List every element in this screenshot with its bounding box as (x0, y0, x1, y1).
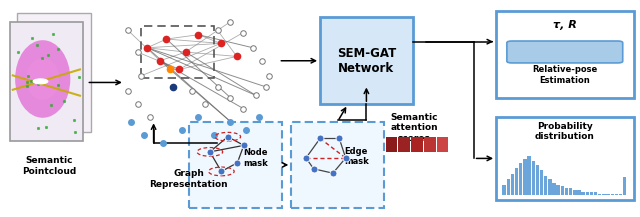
Bar (561, 186, 564, 195)
Bar (590, 192, 593, 195)
Bar (291, 122, 384, 208)
Text: Node
mask: Node mask (243, 148, 268, 168)
Bar (540, 170, 543, 195)
Text: τ, R: τ, R (553, 20, 577, 30)
FancyBboxPatch shape (507, 41, 623, 63)
Bar (557, 184, 560, 195)
Bar (607, 194, 610, 195)
Bar (611, 194, 614, 195)
Bar (436, 137, 448, 152)
Bar (565, 188, 568, 195)
Bar (17, 13, 91, 132)
Bar (573, 190, 577, 195)
Bar (507, 179, 510, 195)
Bar (496, 11, 634, 98)
Bar (569, 188, 572, 195)
Bar (515, 168, 518, 195)
Bar (586, 192, 589, 195)
Bar (519, 163, 522, 195)
Bar (10, 22, 83, 141)
Ellipse shape (15, 40, 70, 118)
Bar (189, 122, 282, 208)
Bar (536, 165, 539, 195)
Bar (619, 194, 622, 195)
Bar (412, 137, 423, 152)
Bar (623, 177, 627, 195)
Text: Semantic
attention
scores: Semantic attention scores (390, 113, 438, 143)
Bar (502, 184, 506, 195)
Bar (511, 174, 514, 195)
Bar (527, 156, 531, 195)
Bar (615, 194, 618, 195)
Bar (594, 192, 597, 195)
Circle shape (33, 79, 48, 84)
Bar (524, 159, 527, 195)
Text: Graph
Representation: Graph Representation (150, 169, 228, 189)
Bar (577, 190, 580, 195)
Bar (320, 17, 413, 104)
Bar (548, 179, 552, 195)
Text: Probability
distribution: Probability distribution (535, 122, 595, 141)
Bar (141, 26, 214, 78)
Bar (424, 137, 435, 152)
Bar (582, 192, 585, 195)
Bar (496, 117, 634, 200)
Text: SEM-GAT
Network: SEM-GAT Network (337, 47, 396, 75)
Bar (544, 176, 547, 195)
Text: Relative-pose
Estimation: Relative-pose Estimation (532, 65, 597, 85)
Bar (531, 161, 535, 195)
Bar (602, 194, 605, 195)
Text: Edge
mask: Edge mask (344, 146, 369, 166)
Text: Semantic
Pointcloud: Semantic Pointcloud (22, 156, 77, 176)
Bar (385, 137, 397, 152)
Ellipse shape (26, 58, 60, 100)
Bar (398, 137, 410, 152)
Bar (598, 194, 602, 195)
Bar (552, 183, 556, 195)
